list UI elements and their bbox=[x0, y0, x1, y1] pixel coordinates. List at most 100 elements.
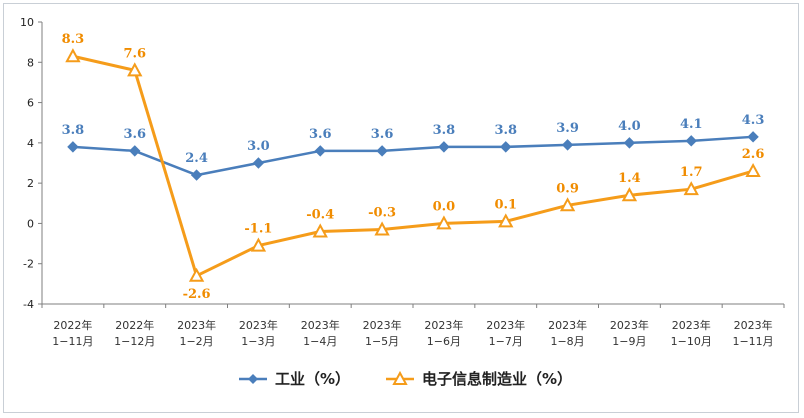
data-label-industry: 3.6 bbox=[123, 127, 146, 142]
data-label-electronics: -0.4 bbox=[306, 207, 334, 222]
x-tick-label: 2022年 1−12月 bbox=[114, 318, 155, 348]
x-tick-label-year: 2023年 bbox=[672, 318, 711, 332]
y-tick-label: -4 bbox=[23, 298, 34, 311]
data-point-electronics bbox=[498, 213, 514, 228]
x-tick-label-period: 1−6月 bbox=[427, 335, 461, 348]
data-point-industry bbox=[190, 169, 203, 181]
x-tick-label-period: 1−11月 bbox=[732, 335, 773, 348]
x-tick-label: 2023年 1−10月 bbox=[671, 318, 712, 348]
data-point-industry bbox=[685, 135, 697, 147]
data-point-electronics bbox=[745, 162, 761, 178]
legend-label-industry: 工业（%） bbox=[275, 370, 350, 388]
y-tick-label: 4 bbox=[27, 137, 34, 150]
x-tick-label-period: 1−9月 bbox=[612, 335, 646, 348]
data-label-industry: 4.0 bbox=[618, 119, 641, 134]
data-point-industry bbox=[129, 145, 141, 157]
data-point-electronics bbox=[250, 237, 267, 252]
data-label-industry: 3.8 bbox=[494, 123, 517, 138]
data-label-industry: 3.9 bbox=[556, 121, 579, 136]
x-tick-label-period: 1−12月 bbox=[114, 335, 155, 348]
data-point-electronics bbox=[683, 181, 699, 196]
x-tick-label-period: 1−7月 bbox=[489, 335, 523, 348]
data-label-industry: 3.8 bbox=[62, 123, 85, 138]
x-tick-label-year: 2023年 bbox=[177, 318, 216, 332]
y-tick-label: 8 bbox=[27, 56, 34, 69]
x-tick-label-period: 1−2月 bbox=[179, 335, 213, 348]
data-label-electronics: 1.4 bbox=[618, 171, 641, 186]
data-label-electronics: -2.6 bbox=[183, 287, 211, 302]
x-tick-label-period: 1−8月 bbox=[550, 335, 584, 348]
data-label-electronics: 2.6 bbox=[742, 147, 765, 162]
data-point-industry bbox=[252, 157, 265, 169]
legend-triangle-icon bbox=[392, 370, 408, 385]
y-tick-label: 0 bbox=[27, 217, 34, 230]
series-line-electronics bbox=[72, 54, 754, 278]
x-tick-label-year: 2023年 bbox=[486, 318, 525, 332]
data-point-electronics bbox=[127, 62, 143, 77]
data-label-electronics: 7.6 bbox=[123, 46, 146, 61]
x-tick-label: 2023年 1−5月 bbox=[363, 318, 402, 348]
data-point-industry bbox=[561, 139, 574, 151]
x-tick-label-period: 1−11月 bbox=[52, 335, 93, 348]
x-tick-label-year: 2023年 bbox=[734, 318, 773, 332]
x-tick-label-period: 1−4月 bbox=[303, 335, 337, 348]
data-point-electronics bbox=[188, 267, 205, 282]
x-tick-label-year: 2023年 bbox=[610, 318, 649, 332]
data-label-industry: 3.6 bbox=[371, 127, 394, 142]
data-point-industry bbox=[500, 141, 512, 153]
legend-label-electronics: 电子信息制造业（%） bbox=[422, 370, 572, 388]
data-label-electronics: -0.3 bbox=[368, 205, 396, 220]
x-tick-label-period: 1−5月 bbox=[365, 335, 399, 348]
data-label-electronics: -1.1 bbox=[244, 222, 272, 237]
data-point-electronics bbox=[436, 215, 452, 230]
x-tick-label: 2023年 1−2月 bbox=[177, 318, 216, 348]
legend-diamond-icon bbox=[248, 374, 258, 384]
chart-frame: -4 -2 0 2 4 6 8 10 2022年 1−11月 2022年 1−12月 2023年 1−2月… bbox=[3, 3, 799, 413]
data-point-industry bbox=[623, 137, 636, 149]
x-tick-label: 2023年 1−7月 bbox=[486, 318, 525, 348]
x-tick-label-year: 2023年 bbox=[239, 318, 278, 332]
y-tick-label: 10 bbox=[20, 16, 34, 29]
data-label-electronics: 0.1 bbox=[494, 197, 517, 212]
data-label-industry: 2.4 bbox=[185, 151, 208, 166]
data-point-electronics bbox=[621, 187, 638, 202]
data-label-industry: 3.6 bbox=[309, 127, 332, 142]
x-tick-label-year: 2023年 bbox=[301, 318, 340, 332]
data-point-electronics bbox=[559, 197, 576, 212]
y-tick-label: 6 bbox=[27, 97, 34, 110]
x-tick-label-period: 1−10月 bbox=[671, 335, 712, 348]
data-label-industry: 3.8 bbox=[433, 123, 456, 138]
data-label-industry: 4.1 bbox=[680, 117, 703, 132]
x-tick-label-year: 2023年 bbox=[363, 318, 402, 332]
data-point-electronics bbox=[374, 221, 390, 236]
data-point-industry bbox=[747, 131, 759, 143]
data-point-industry bbox=[438, 141, 450, 153]
data-label-electronics: 0.9 bbox=[556, 181, 579, 196]
x-tick-label-year: 2022年 bbox=[115, 318, 154, 332]
x-tick-label: 2023年 1−4月 bbox=[301, 318, 340, 348]
x-tick-label: 2022年 1−11月 bbox=[52, 318, 93, 348]
line-chart: -4 -2 0 2 4 6 8 10 2022年 1−11月 2022年 1−12月 2023年 1−2月… bbox=[20, 16, 785, 388]
x-tick-label-period: 1−3月 bbox=[241, 335, 275, 348]
data-point-industry bbox=[376, 145, 388, 157]
y-tick-label: -2 bbox=[23, 258, 34, 271]
data-label-industry: 4.3 bbox=[742, 113, 765, 128]
series-line-industry bbox=[72, 135, 754, 177]
x-tick-label: 2023年 1−3月 bbox=[239, 318, 278, 348]
x-tick-label: 2023年 1−6月 bbox=[424, 318, 463, 348]
x-tick-label: 2023年 1−9月 bbox=[610, 318, 649, 348]
data-label-electronics: 8.3 bbox=[62, 32, 85, 47]
data-point-electronics bbox=[312, 223, 328, 238]
data-point-electronics bbox=[65, 48, 81, 63]
data-point-industry bbox=[67, 141, 79, 153]
data-label-electronics: 0.0 bbox=[433, 199, 456, 214]
x-tick-label-year: 2023年 bbox=[424, 318, 463, 332]
data-label-industry: 3.0 bbox=[247, 139, 270, 154]
data-point-industry bbox=[314, 145, 326, 157]
y-tick-label: 2 bbox=[27, 177, 34, 190]
x-tick-label: 2023年 1−11月 bbox=[732, 318, 773, 348]
x-tick-label: 2023年 1−8月 bbox=[548, 318, 587, 348]
x-tick-label-year: 2023年 bbox=[548, 318, 587, 332]
data-label-electronics: 1.7 bbox=[680, 165, 703, 180]
x-tick-label-year: 2022年 bbox=[53, 318, 92, 332]
